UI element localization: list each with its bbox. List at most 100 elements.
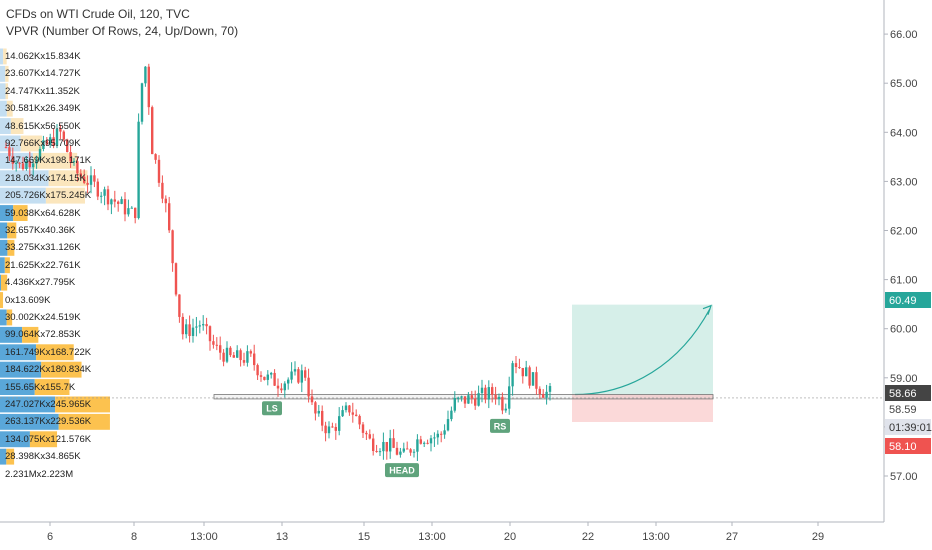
candle-body xyxy=(249,351,252,354)
candle-body xyxy=(491,387,494,395)
indicator-title[interactable]: VPVR (Number Of Rows, 24, Up/Down, 70) xyxy=(6,24,239,38)
candle-body xyxy=(446,419,450,431)
candle-body xyxy=(487,387,490,400)
volume-profile-row-label: 28.398Kx34.865K xyxy=(5,451,81,463)
volume-profile-up-bar xyxy=(0,309,7,326)
candle-body xyxy=(484,387,487,400)
candle-body xyxy=(273,372,276,386)
candle-body xyxy=(283,383,286,391)
candle-body xyxy=(222,352,225,362)
candle-body xyxy=(389,438,392,452)
candle-body xyxy=(453,397,456,411)
time-tick-label: 13:00 xyxy=(642,531,670,543)
candle-body xyxy=(178,294,181,317)
price-tick-label: 62.00 xyxy=(890,226,918,238)
candle-body xyxy=(358,415,361,425)
candle-body xyxy=(280,388,283,391)
candle-body xyxy=(494,394,497,400)
candle-body xyxy=(300,370,303,383)
candle-body xyxy=(368,434,371,439)
candle-body xyxy=(307,377,310,397)
candle-body xyxy=(433,437,436,439)
candle-body xyxy=(127,208,130,215)
candle-body xyxy=(15,162,18,164)
candle-body xyxy=(372,438,375,452)
candle-body xyxy=(443,430,446,435)
candle-body xyxy=(229,347,232,356)
candle-body xyxy=(535,372,538,389)
volume-profile-up-bar xyxy=(0,118,11,134)
time-tick-label: 27 xyxy=(726,531,738,543)
candle-body xyxy=(263,376,266,380)
price-tags: 60.49 58.66 58.59 01:39:01 58.10 xyxy=(885,292,932,454)
candle-body xyxy=(103,189,106,196)
candle-body xyxy=(412,451,416,453)
projection-arrowhead xyxy=(702,304,712,315)
candle-body xyxy=(32,163,35,168)
volume-profile-up-bar xyxy=(0,274,1,291)
candle-body xyxy=(28,160,31,168)
candle-body xyxy=(399,451,402,455)
candle-body xyxy=(236,350,239,358)
price-tick-label: 66.00 xyxy=(890,29,918,41)
volume-profile-down-bar xyxy=(22,326,39,343)
candle-body xyxy=(538,388,541,394)
candle-body xyxy=(69,152,72,162)
time-tick-label: 22 xyxy=(582,531,594,543)
volume-profile-down-bar xyxy=(10,118,24,134)
volume-profile-row-label: 23.607Kx14.727K xyxy=(5,68,81,80)
candle-body xyxy=(93,175,96,182)
time-tick-label: 13:00 xyxy=(190,531,218,543)
volume-profile-down-bar xyxy=(58,413,110,430)
candle-body xyxy=(174,263,178,295)
price-tag-bg xyxy=(885,292,931,308)
price-tag-plain: 58.59 xyxy=(889,404,917,416)
volume-profile-row-label: 33.275Kx31.126K xyxy=(5,242,81,254)
candle-body xyxy=(215,344,218,346)
volume-profile-up-bar xyxy=(0,361,42,378)
symbol-title[interactable]: CFDs on WTI Crude Oil, 120, TVC xyxy=(6,7,190,21)
volume-profile-up-bar xyxy=(0,239,8,256)
volume-profile-row-label: 92.766Kx95.709K xyxy=(5,138,81,149)
volume-profile-row-label: 21.625Kx22.761K xyxy=(5,259,81,271)
candle-body xyxy=(232,355,235,358)
position-tool[interactable] xyxy=(572,304,713,422)
candle-body xyxy=(117,201,120,204)
volume-profile-row-label: 99.064Kx72.853K xyxy=(5,329,81,341)
pattern-label-rs: RS xyxy=(490,418,510,433)
candle-body xyxy=(463,396,467,404)
volume-profile-down-bar xyxy=(6,309,13,326)
volume-profile-down-bar xyxy=(3,48,7,65)
candle-body xyxy=(123,199,127,215)
candle-body xyxy=(140,83,144,122)
volume-profile-row-label: 4.436Kx27.795K xyxy=(5,277,76,289)
price-tag-bg xyxy=(885,419,931,435)
candle-body xyxy=(219,345,222,353)
neckline-rectangle[interactable] xyxy=(0,394,884,400)
axes: 57.0058.0059.0060.0061.0062.0063.0064.00… xyxy=(0,0,918,543)
candle-body xyxy=(436,433,439,438)
volume-profile-down-bar xyxy=(6,100,13,117)
candle-body xyxy=(338,416,341,431)
volume-profile-down-bar xyxy=(55,396,110,413)
volume-profile-down-bar xyxy=(20,135,43,152)
candle-body xyxy=(205,324,208,327)
candlestick-series xyxy=(4,63,552,461)
candle-body xyxy=(185,324,188,335)
candle-body xyxy=(525,367,528,377)
candle-body xyxy=(266,374,269,380)
price-tick-label: 61.00 xyxy=(890,275,918,287)
price-tick-label: 57.00 xyxy=(890,471,918,483)
candle-body xyxy=(348,405,351,413)
candle-body xyxy=(181,316,184,335)
price-tag-text: 58.10 xyxy=(889,441,917,453)
candle-body xyxy=(134,207,137,219)
price-tick-label: 65.00 xyxy=(890,78,918,90)
volume-profile-up-bar xyxy=(0,257,5,274)
price-tag-text: 58.59 xyxy=(889,404,917,416)
volume-profile-down-bar xyxy=(5,65,9,82)
candle-body xyxy=(18,162,21,164)
volume-profile-up-bar xyxy=(0,100,7,117)
volume-profile-row-label: 2.231Mx2.223M xyxy=(5,468,74,480)
